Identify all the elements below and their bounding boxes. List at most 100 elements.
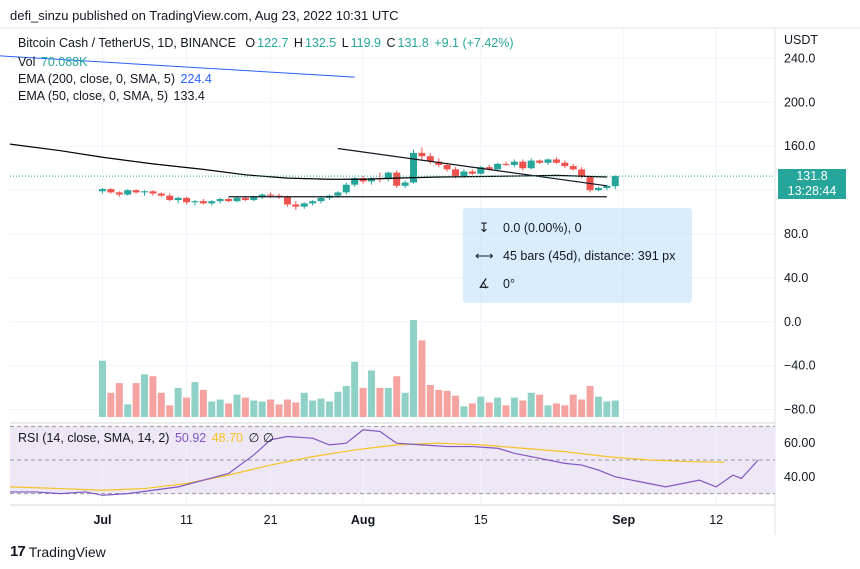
- candle-body: [183, 197, 191, 203]
- volume-bar: [250, 400, 258, 417]
- volume-bar: [536, 394, 544, 417]
- ema50-label: EMA (50, close, 0, SMA, 5): [18, 89, 169, 103]
- volume-bar: [115, 383, 123, 417]
- volume-bar: [191, 382, 199, 417]
- volume-bar: [578, 399, 586, 417]
- volume-bar: [527, 392, 535, 417]
- candle-body: [561, 162, 569, 167]
- candle-body: [149, 191, 157, 194]
- volume-bar: [410, 320, 418, 417]
- angle-icon: ∡: [478, 276, 490, 291]
- volume-bar: [452, 395, 460, 417]
- rsi-tick-label: 60.00: [784, 436, 815, 450]
- volume-bar: [494, 397, 502, 417]
- time-tick-label: 12: [709, 513, 723, 527]
- symbol-legend: Bitcoin Cash / TetherUS, 1D, BINANCE O 12…: [18, 36, 516, 50]
- ema50-legend: EMA (50, close, 0, SMA, 5) 133.4: [18, 89, 207, 103]
- time-tick-label: Aug: [351, 513, 375, 527]
- volume-bar: [351, 361, 359, 417]
- volume-bar: [325, 401, 333, 417]
- candle-body: [603, 185, 611, 189]
- candle-body: [418, 152, 426, 157]
- volume-bar: [603, 401, 611, 417]
- candle-body: [233, 197, 241, 202]
- volume-bar: [275, 404, 283, 417]
- open-value: 122.7: [257, 36, 289, 50]
- low-label: L: [341, 36, 349, 50]
- candle-body: [527, 160, 535, 169]
- volume-bar: [317, 398, 325, 417]
- candle-body: [191, 201, 199, 203]
- rsi-line: [10, 429, 759, 496]
- ema200-line: [0, 55, 355, 78]
- open-label: O: [245, 36, 256, 50]
- high-label: H: [293, 36, 303, 50]
- candle-body: [241, 197, 249, 201]
- candle-body: [510, 161, 518, 165]
- rsi-extra: ∅ ∅: [248, 431, 274, 445]
- candle-body: [435, 161, 443, 165]
- low-value: 119.9: [350, 36, 382, 50]
- candle-body: [477, 167, 485, 174]
- volume-bar: [460, 406, 468, 417]
- volume-bar: [241, 397, 249, 417]
- volume-bar: [393, 376, 401, 417]
- volume-bar: [334, 391, 342, 417]
- volume-bar: [376, 387, 384, 417]
- volume-bar: [258, 401, 266, 417]
- volume-bar: [359, 387, 367, 417]
- ema200-legend: EMA (200, close, 0, SMA, 5) 224.4: [18, 72, 214, 86]
- volume-bar: [519, 400, 527, 417]
- candle-body: [611, 176, 619, 187]
- time-tick-label: 15: [474, 513, 488, 527]
- candle-body: [494, 163, 502, 170]
- price-axis-currency: USDT: [784, 33, 818, 47]
- candle-body: [225, 198, 233, 202]
- measure-tooltip: ↧ 0.0 (0.00%), 0 ⟷ 45 bars (45d), distan…: [463, 208, 692, 303]
- bars-range-icon: ⟷: [475, 248, 494, 263]
- volume-bar: [233, 394, 241, 417]
- volume-bar: [510, 397, 518, 417]
- volume-bar: [132, 383, 140, 417]
- volume-bar: [477, 396, 485, 417]
- candle-body: [544, 159, 552, 163]
- volume-bar: [435, 389, 443, 417]
- tradingview-brand[interactable]: 17 TradingView: [10, 543, 106, 560]
- brand-name: TradingView: [28, 543, 106, 560]
- price-tick-label: −80.0: [784, 403, 816, 417]
- volume-bar: [300, 392, 308, 417]
- volume-bar: [166, 405, 174, 417]
- price-tick-label: 160.0: [784, 139, 815, 153]
- volume-bar: [98, 360, 106, 417]
- rsi-ma-value: 48.70: [211, 431, 243, 445]
- volume-bar: [174, 387, 182, 417]
- last-price-tag: 131.8: [778, 169, 846, 184]
- volume-bar: [141, 374, 149, 417]
- candle-body: [485, 167, 493, 170]
- ema50-value: 133.4: [173, 89, 205, 103]
- candle-body: [292, 204, 300, 207]
- candle-body: [98, 189, 106, 192]
- volume-bar: [561, 405, 569, 417]
- rsi-value: 50.92: [174, 431, 207, 445]
- volume-bar: [586, 385, 594, 417]
- candle-body: [452, 169, 460, 176]
- volume-bar: [611, 400, 619, 417]
- candle-body: [208, 201, 216, 204]
- volume-bar: [485, 402, 493, 417]
- volume-legend: Vol 70.088K: [18, 55, 89, 69]
- price-tick-label: 200.0: [784, 95, 815, 109]
- volume-bar: [216, 399, 224, 417]
- candle-body: [519, 161, 527, 169]
- volume-bar: [594, 396, 602, 417]
- angle-text: 0°: [503, 277, 515, 291]
- candle-body: [578, 169, 586, 178]
- volume-bar: [443, 390, 451, 417]
- candle-body: [174, 197, 182, 201]
- volume-bar: [418, 340, 426, 417]
- volume-bar: [208, 401, 216, 417]
- candle-body: [258, 194, 266, 197]
- price-range-icon: ↧: [478, 220, 490, 235]
- volume-bar: [309, 400, 317, 417]
